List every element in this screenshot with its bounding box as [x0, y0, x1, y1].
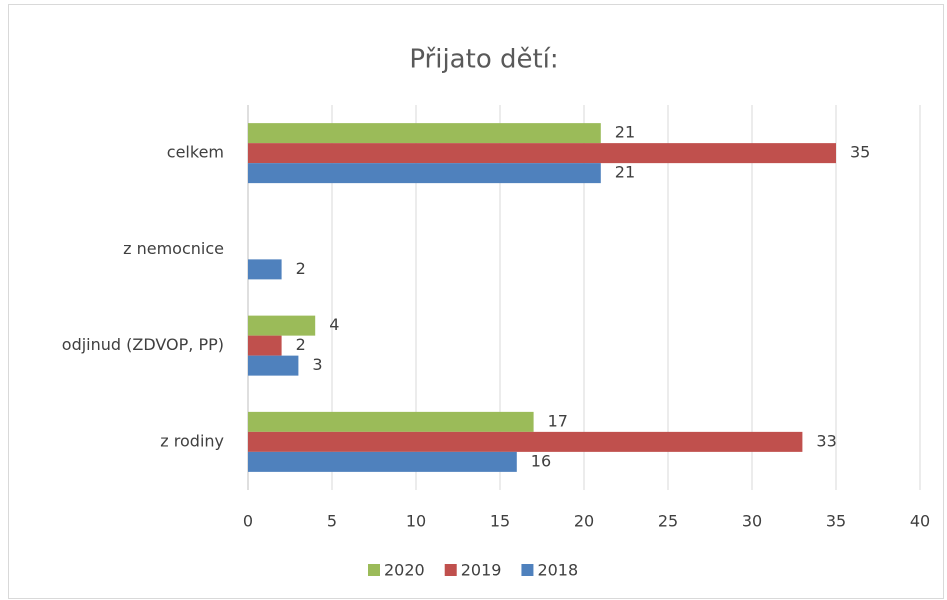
bar: [248, 411, 534, 432]
legend-swatch: [444, 564, 457, 576]
bar: [248, 123, 601, 144]
y-tick-label: z rodiny: [160, 431, 224, 450]
data-label: 21: [615, 163, 635, 182]
bar: [248, 451, 517, 472]
x-tick-label: 15: [490, 512, 510, 531]
data-label: 21: [615, 123, 635, 142]
data-label: 4: [329, 315, 339, 334]
legend-swatch: [521, 564, 534, 576]
data-label: 33: [816, 431, 836, 450]
data-label: 17: [548, 411, 568, 430]
y-tick-label: celkem: [167, 143, 224, 162]
bar: [248, 335, 282, 356]
chart-title: Přijato dětí:: [409, 45, 558, 75]
y-tick-label: z nemocnice: [123, 239, 224, 258]
x-tick-label: 5: [327, 512, 337, 531]
data-label: 2: [296, 335, 306, 354]
x-tick-label: 30: [742, 512, 762, 531]
data-label: 3: [312, 355, 322, 374]
data-label: 16: [531, 451, 551, 470]
y-tick-label: odjinud (ZDVOP, PP): [62, 335, 224, 354]
x-tick-label: 35: [826, 512, 846, 531]
bar: [248, 143, 836, 164]
x-tick-label: 20: [574, 512, 594, 531]
bar: [248, 431, 803, 452]
legend-label: 2020: [384, 561, 425, 580]
chart-border: [8, 4, 944, 599]
legend-swatch: [368, 564, 380, 576]
data-label: 2: [296, 259, 306, 278]
legend-label: 2019: [461, 561, 502, 580]
x-tick-label: 0: [243, 512, 253, 531]
x-tick-label: 25: [658, 512, 678, 531]
data-label: 35: [850, 143, 870, 162]
x-tick-label: 40: [910, 512, 930, 531]
bar: [248, 163, 601, 184]
bar: [248, 259, 282, 280]
x-tick-label: 10: [406, 512, 426, 531]
legend-label: 2018: [537, 561, 578, 580]
bar: [248, 355, 299, 376]
bar: [248, 315, 316, 336]
